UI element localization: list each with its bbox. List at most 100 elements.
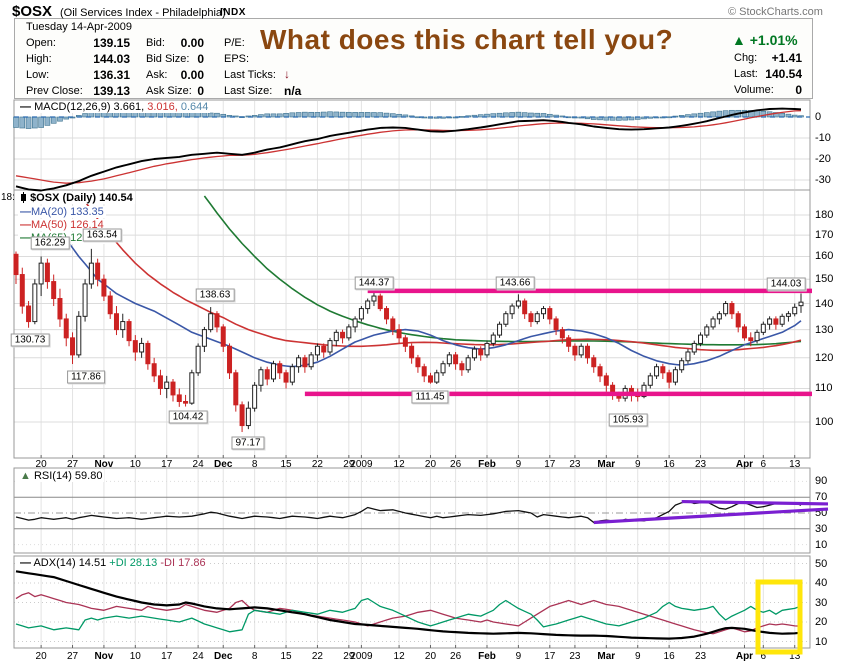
price-candle xyxy=(63,318,69,339)
x-tick-label: 16 xyxy=(663,459,675,470)
price-candle xyxy=(509,305,515,315)
price-candle xyxy=(220,326,226,347)
x-tick-label: 20 xyxy=(35,459,47,470)
price-candle xyxy=(19,274,25,307)
price-candle xyxy=(170,381,176,396)
price-candle xyxy=(201,329,207,347)
price-candle xyxy=(340,331,346,339)
x-tick-label: Feb xyxy=(478,651,496,662)
macd-y-label: 0 xyxy=(815,111,822,123)
macd-y-label: -20 xyxy=(815,153,831,165)
price-y-label: 160 xyxy=(815,250,834,263)
macd-histogram-bar xyxy=(44,116,51,126)
price-candle xyxy=(327,340,333,353)
price-candle xyxy=(421,366,427,377)
x-tick-label: Dec xyxy=(214,459,233,470)
price-legend: $OSX (Daily) 140.54 xyxy=(18,192,135,204)
adx-y-label: 20 xyxy=(815,616,828,628)
price-y-label: 130 xyxy=(815,323,834,336)
x-tick-label: 9 xyxy=(634,459,641,470)
adx-y-label: 50 xyxy=(815,557,828,570)
line-swatch-icon: — xyxy=(20,557,31,569)
ma20-legend: —MA(20) 133.35 xyxy=(18,206,106,218)
chg-value: +1.41 xyxy=(771,51,802,65)
eps-label: EPS: xyxy=(224,53,250,65)
price-candle xyxy=(176,394,182,402)
x-tick-label: 23 xyxy=(694,459,707,470)
macd-histogram-bar xyxy=(703,112,710,118)
x-tick-label: 24 xyxy=(192,651,204,662)
x-tick-label: 6 xyxy=(760,651,767,662)
price-candle xyxy=(679,360,685,371)
bid-label: Bid: xyxy=(146,37,165,49)
x-tick-label: 26 xyxy=(450,459,462,470)
price-candle xyxy=(591,357,597,368)
price-candle xyxy=(603,375,609,386)
x-tick-label: 23 xyxy=(694,651,707,662)
macd-hist-value: 0.644 xyxy=(180,101,209,113)
price-candle xyxy=(308,354,314,368)
price-annotation: 117.86 xyxy=(67,370,105,384)
macd-histogram-bar xyxy=(358,112,365,118)
down-tick-arrow-icon: ↓ xyxy=(284,67,290,81)
price-candle xyxy=(459,363,465,371)
macd-histogram-bar xyxy=(289,112,296,118)
macd-histogram-bar xyxy=(628,116,635,121)
x-tick-label: 22 xyxy=(311,651,323,662)
macd-histogram-bar xyxy=(364,112,371,118)
x-tick-label: 17 xyxy=(161,459,173,470)
open-label: Open: xyxy=(26,37,56,49)
last-size-label: Last Size: xyxy=(224,85,273,97)
rsi-y-label: 30 xyxy=(815,522,828,535)
macd-value: 3.661, xyxy=(113,101,145,113)
price-y-label: 150 xyxy=(815,273,834,286)
symbol-name: (Oil Services Index - Philadelphia) xyxy=(60,7,226,19)
macd-histogram-bar xyxy=(371,112,377,118)
price-candle xyxy=(584,345,590,359)
price-candle xyxy=(277,363,283,374)
panel-border xyxy=(13,555,811,649)
annotation-question-text: What does this chart tell you? xyxy=(260,24,674,55)
macd-histogram-bar xyxy=(320,111,327,118)
pe-label: P/E: xyxy=(224,37,245,49)
x-tick-label: 2009 xyxy=(350,651,373,662)
macd-histogram-bar xyxy=(32,116,38,129)
macd-histogram-bar xyxy=(716,110,723,118)
x-tick-label: 2009 xyxy=(350,459,373,470)
macd-histogram-bar xyxy=(270,113,277,118)
adx-y-label: 30 xyxy=(815,596,828,609)
price-y-label: 100 xyxy=(815,416,834,429)
price-candle xyxy=(704,326,710,336)
price-candle xyxy=(484,342,490,356)
price-candle xyxy=(13,253,19,276)
x-tick-label: 10 xyxy=(129,651,141,662)
macd-histogram-bar xyxy=(82,113,88,118)
macd-y-label: -30 xyxy=(815,174,831,186)
rsi-legend-text: RSI(14) 59.80 xyxy=(33,470,103,482)
x-tick-label: Apr xyxy=(735,459,754,470)
price-candle xyxy=(559,329,565,339)
price-candle xyxy=(107,295,113,315)
x-tick-label: 6 xyxy=(760,459,767,470)
price-candle xyxy=(522,300,528,315)
price-candle xyxy=(258,369,264,386)
macd-histogram-bar xyxy=(13,116,19,128)
price-candle xyxy=(101,278,107,297)
price-candle xyxy=(748,337,754,342)
adx-y-label: 40 xyxy=(815,577,828,589)
price-candle xyxy=(446,354,452,365)
macd-histogram-bar xyxy=(477,114,484,118)
price-candle xyxy=(302,357,308,368)
price-y-label: 180 xyxy=(815,209,834,221)
price-annotation: 104.42 xyxy=(168,410,208,424)
candlestick-icon xyxy=(20,192,27,203)
prev-close-label: Prev Close: xyxy=(26,85,83,97)
price-candle xyxy=(76,315,82,356)
prev-close-value: 139.13 xyxy=(93,84,130,98)
price-candle xyxy=(767,318,773,325)
price-candle xyxy=(471,348,477,359)
price-candle xyxy=(214,313,220,328)
x-tick-label: 29 xyxy=(343,651,355,662)
price-candle xyxy=(434,372,440,383)
x-tick-label: Nov xyxy=(94,651,114,662)
